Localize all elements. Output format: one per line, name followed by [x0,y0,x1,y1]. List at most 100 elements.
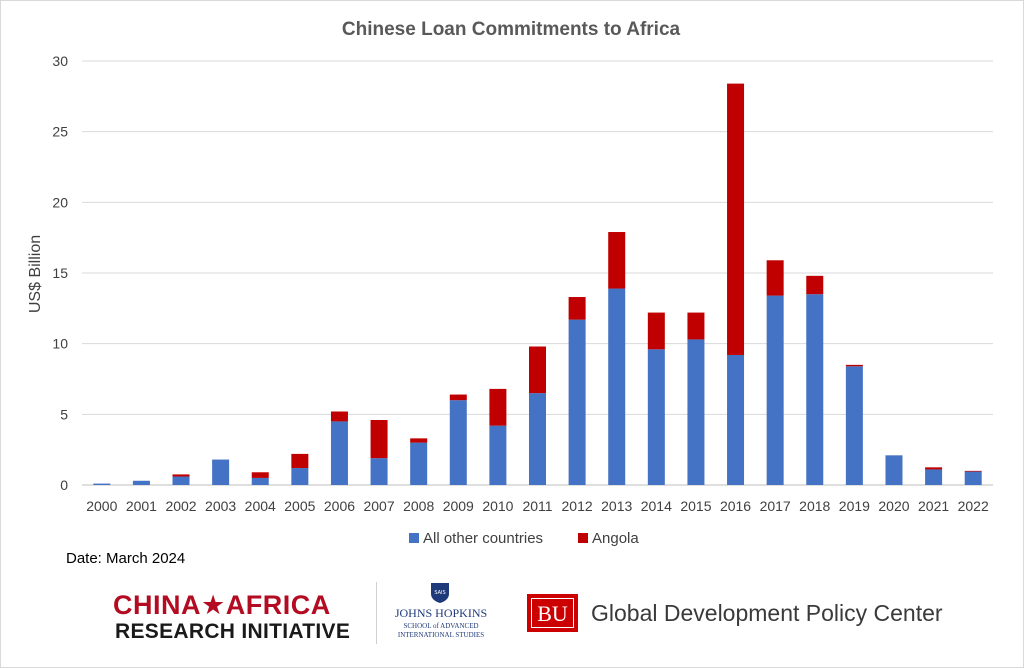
bar-segment [568,297,586,320]
legend-label: Angola [592,530,639,547]
bar-segment [370,458,388,485]
bar-segment [489,388,507,426]
x-tick-label: 2000 [86,498,117,514]
logo-line-1: CHINA★AFRICA [113,590,331,620]
bar-segment [172,476,190,485]
bar-segment [608,232,626,289]
bar-segment [330,411,348,422]
bar-segment [964,471,982,485]
bar-segment [568,319,586,485]
bar-segment [291,468,309,485]
x-tick-label: 2017 [760,498,791,514]
bar-segment [449,400,467,485]
bars [93,83,982,485]
bar-segment [806,294,824,485]
bar-segment [727,83,745,355]
x-tick-label: 2021 [918,498,949,514]
bar-segment [410,442,428,485]
x-tick-label: 2011 [522,498,552,514]
x-tick-label: 2008 [403,498,434,514]
bar-segment [489,425,507,485]
bar-segment [925,469,943,485]
bar-segment [687,312,705,340]
johns-hopkins-sais-logo: SAIS JOHNS HOPKINS SCHOOL of ADVANCED IN… [384,582,498,646]
logo-divider [376,582,377,644]
china-africa-research-initiative-logo: CHINA★AFRICA RESEARCH INITIATIVE [113,590,363,646]
bar-segment [449,394,467,401]
x-tick-label: 2016 [720,498,751,514]
bar-segment [410,438,428,443]
logo-line-2: RESEARCH INITIATIVE [115,620,351,643]
bar-segment [251,477,269,485]
x-tick-label: 2003 [205,498,236,514]
y-tick-label: 10 [52,336,68,352]
y-axis-title: US$ Billion [27,235,44,313]
x-tick-label: 2022 [958,498,989,514]
bar-segment [647,312,665,350]
x-tick-label: 2005 [284,498,315,514]
bar-segment [845,366,863,485]
y-tick-label: 0 [60,477,68,493]
jhu-name: JOHNS HOPKINS [394,606,488,620]
jhu-subtitle-2: INTERNATIONAL STUDIES [397,631,485,639]
legend-label: All other countries [423,530,543,547]
y-axis-ticks: 0 5 10 15 20 25 30 [52,53,68,493]
bar-segment [766,260,784,296]
y-tick-label: 15 [52,265,68,281]
x-tick-label: 2009 [443,498,474,514]
bar-segment [845,364,863,367]
bu-mark: BU [531,598,574,628]
y-tick-label: 25 [52,124,68,140]
bar-segment [172,474,190,477]
gridlines [82,60,993,486]
legend: All other countries Angola [409,530,639,547]
date-note: Date: March 2024 [66,550,186,567]
bu-logo: BU [527,594,578,632]
x-tick-label: 2015 [680,498,711,514]
legend-swatch [578,533,588,543]
bar-segment [330,421,348,485]
x-tick-label: 2010 [482,498,513,514]
shield-icon: SAIS [431,583,449,603]
y-tick-label: 5 [60,406,68,422]
x-tick-label: 2013 [601,498,632,514]
x-tick-label: 2004 [245,498,276,514]
bar-segment [727,354,745,485]
x-tick-label: 2012 [562,498,593,514]
y-tick-label: 20 [52,194,68,210]
bar-segment [529,393,546,485]
bar-segment [212,459,230,485]
bar-segment [251,472,269,478]
x-tick-label: 2007 [363,498,394,514]
bar-segment [885,455,903,485]
x-tick-label: 2002 [165,498,196,514]
chart-title: Chinese Loan Commitments to Africa [342,19,681,40]
bar-segment [806,275,824,295]
shield-text: SAIS [434,590,445,596]
bar-segment [925,467,943,470]
bar-segment [132,480,150,485]
legend-swatch [409,533,419,543]
bar-segment [370,419,388,459]
chart: Chinese Loan Commitments to Africa 0 5 10 1… [27,19,993,547]
x-tick-label: 2019 [839,498,870,514]
bar-segment [647,349,665,485]
logo-strip: CHINA★AFRICA RESEARCH INITIATIVE SAIS JO… [0,578,1024,658]
x-tick-label: 2020 [878,498,909,514]
bar-segment [291,453,309,469]
x-tick-label: 2014 [641,498,672,514]
bar-segment [766,295,784,485]
x-tick-label: 2001 [126,498,157,514]
bar-segment [687,339,705,485]
x-tick-label: 2018 [799,498,830,514]
gdp-center-name: Global Development Policy Center [591,600,943,626]
y-tick-label: 30 [52,53,68,69]
x-axis-ticks: 2000 2001 2002 2003 2004 2005 2006 2007 2008 2009… [86,498,989,514]
x-tick-label: 2006 [324,498,355,514]
jhu-subtitle-1: SCHOOL of ADVANCED [403,622,479,630]
bar-segment [964,470,982,472]
bar-segment [529,346,546,394]
bar-segment [93,483,111,485]
bar-segment [608,288,626,485]
